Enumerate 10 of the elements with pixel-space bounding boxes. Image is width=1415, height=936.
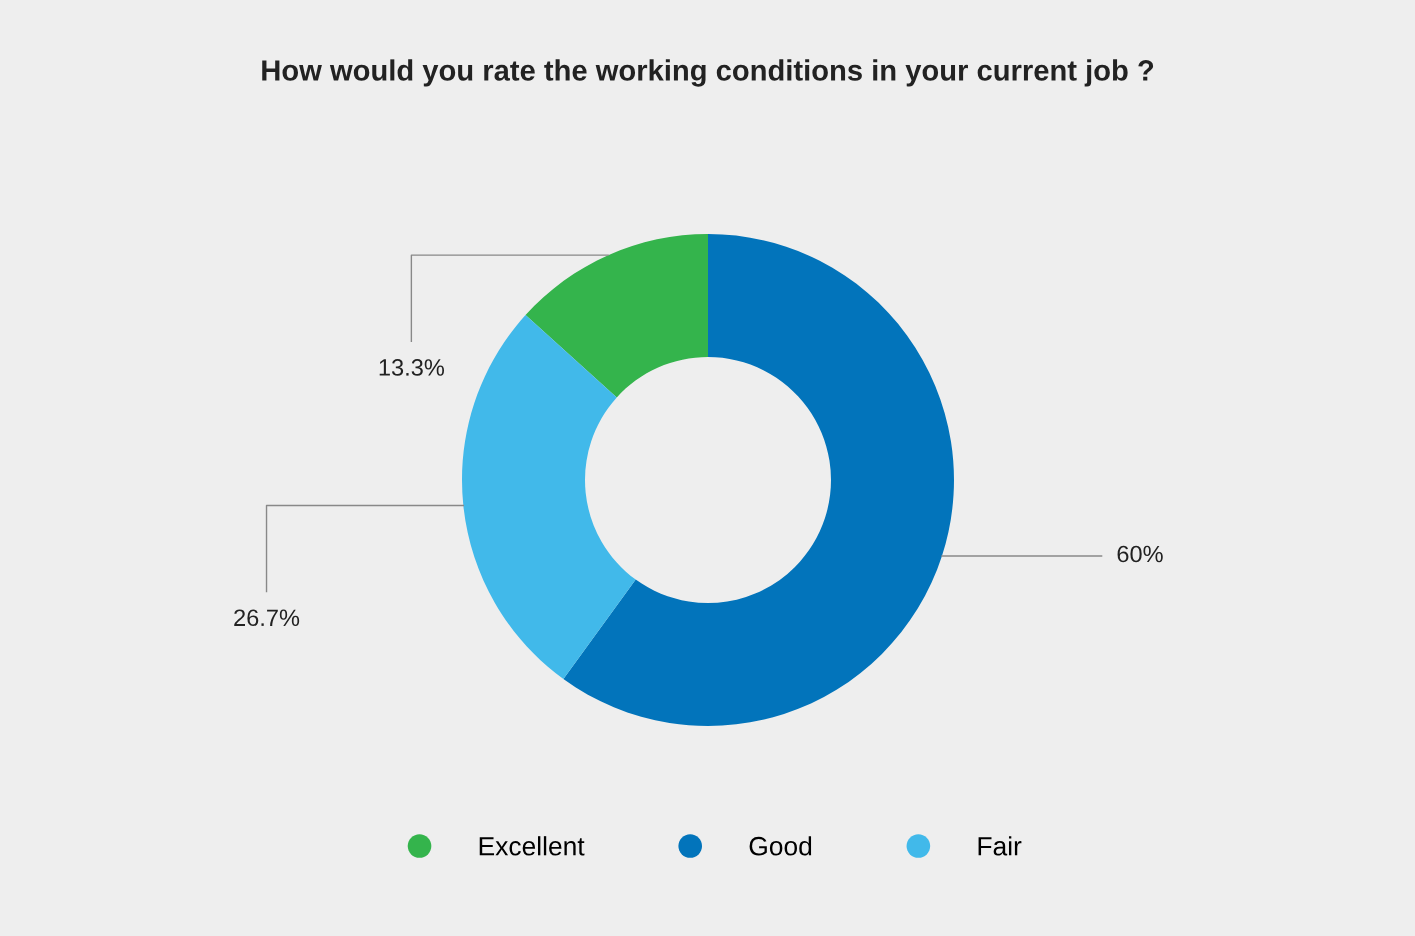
data-label: 13.3%	[379, 359, 445, 376]
legend-label: Excellent	[479, 836, 585, 856]
donut-slice	[462, 315, 636, 680]
donut-slice	[563, 234, 954, 726]
data-label: 26.7%	[234, 609, 300, 627]
chart-title: How would you rate the working conditions in your current job ?	[262, 59, 1154, 87]
donut-slice	[525, 234, 708, 398]
data-label: 60%	[1117, 545, 1163, 563]
legend-label: Good	[749, 836, 812, 856]
legend-label: Fair	[978, 836, 1022, 856]
